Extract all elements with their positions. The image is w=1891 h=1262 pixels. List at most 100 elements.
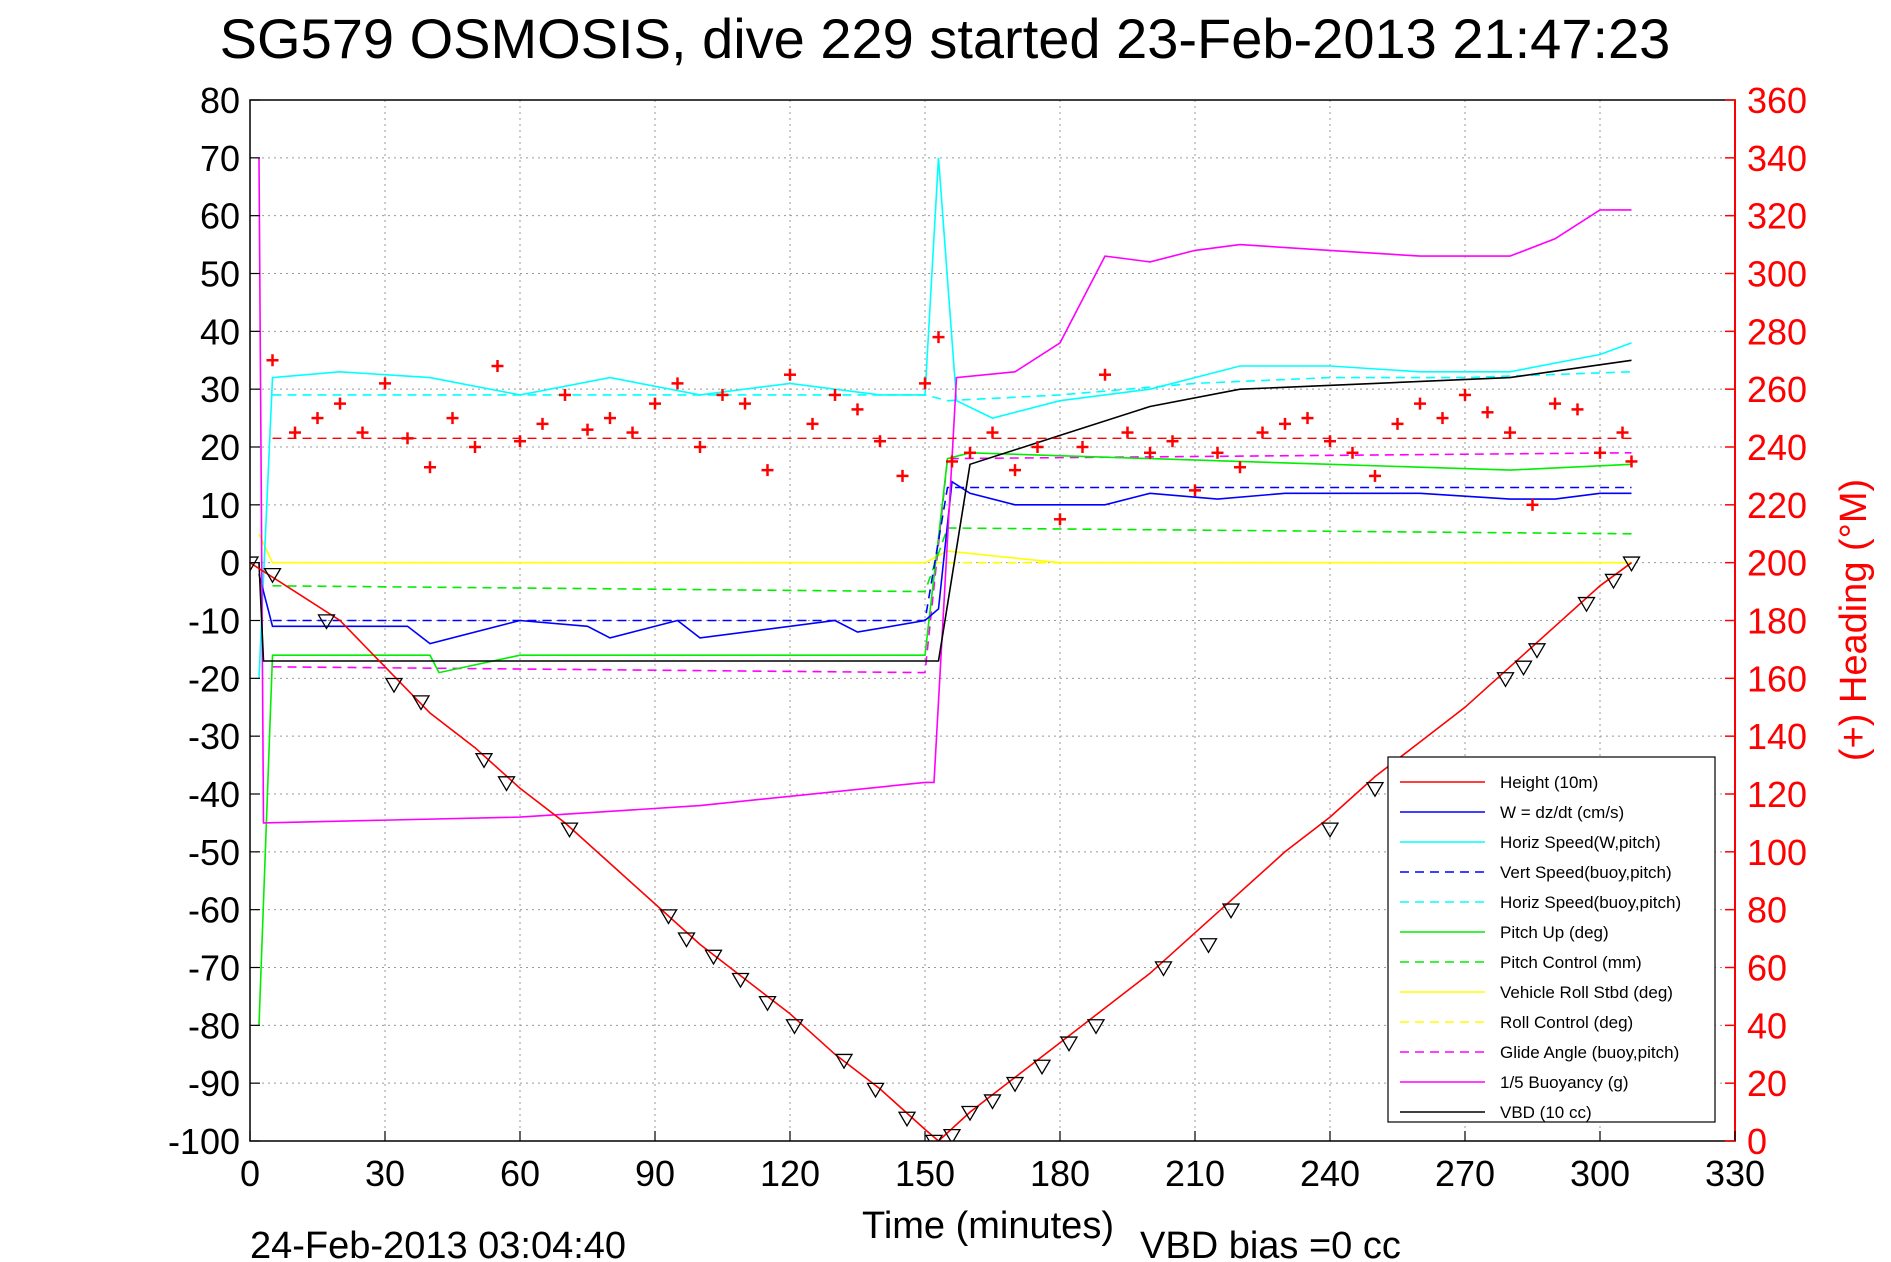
right-tick-label: 120 <box>1747 774 1807 815</box>
heading-marker <box>946 455 958 468</box>
x-tick-label: 300 <box>1570 1153 1630 1194</box>
heading-marker <box>514 435 526 448</box>
depth-marker <box>983 1094 1002 1110</box>
legend-label: Height (10m) <box>1500 773 1598 792</box>
heading-marker <box>1301 412 1314 425</box>
heading-marker <box>1369 469 1381 482</box>
heading-marker <box>1009 464 1021 477</box>
right-tick-label: 300 <box>1747 254 1807 295</box>
legend-box <box>1387 756 1716 1123</box>
right-tick-label: 40 <box>1747 1005 1787 1046</box>
heading-marker <box>1054 513 1066 526</box>
heading-marker <box>1436 412 1449 425</box>
depth-marker <box>384 677 404 694</box>
legend-label: Pitch Control (mm) <box>1500 953 1642 972</box>
depth-marker <box>1496 672 1515 688</box>
y-tick-label: -70 <box>188 948 240 989</box>
heading-marker <box>1346 446 1359 459</box>
series-line-w <box>258 480 1632 645</box>
heading-marker <box>829 388 841 401</box>
depth-marker <box>758 995 777 1012</box>
legend-label: W = dz/dt (cm/s) <box>1500 803 1624 822</box>
heading-marker <box>671 377 684 390</box>
depth-marker <box>866 1082 885 1099</box>
x-tick-label: 0 <box>240 1153 260 1194</box>
heading-marker <box>1391 417 1404 430</box>
right-tick-label: 180 <box>1747 601 1807 642</box>
series-line-vbd <box>258 359 1632 662</box>
depth-marker <box>1199 938 1218 954</box>
depth-marker <box>1005 1076 1025 1093</box>
heading-marker <box>649 397 661 410</box>
heading-marker <box>694 441 706 453</box>
heading-marker <box>874 435 886 448</box>
right-tick-label: 240 <box>1747 427 1807 468</box>
y-tick-label: 50 <box>200 254 240 295</box>
legend-label: Vehicle Roll Stbd (deg) <box>1500 983 1673 1002</box>
y-tick-label: 70 <box>200 138 240 179</box>
depth-marker <box>497 776 516 792</box>
x-tick-label: 60 <box>500 1153 540 1194</box>
heading-marker <box>1099 368 1111 381</box>
series-line-vert-speed-buoy <box>272 486 1632 622</box>
footer-timestamp: 24-Feb-2013 03:04:40 <box>250 1225 626 1262</box>
right-tick-label: 320 <box>1747 196 1807 237</box>
depth-marker <box>677 932 696 948</box>
x-tick-label: 210 <box>1165 1153 1225 1194</box>
heading-marker <box>1481 406 1494 419</box>
plot-area <box>250 157 1641 1141</box>
depth-marker <box>1032 1059 1052 1076</box>
heading-marker <box>1076 441 1089 453</box>
right-tick-label: 140 <box>1747 716 1807 757</box>
heading-marker <box>446 412 459 425</box>
depth-marker <box>942 1128 962 1141</box>
heading-marker <box>1166 435 1179 448</box>
x-tick-label: 90 <box>635 1153 675 1194</box>
depth-marker <box>731 972 750 989</box>
heading-marker <box>896 469 909 482</box>
y-tick-label: 20 <box>200 427 240 468</box>
right-tick-label: 20 <box>1747 1063 1787 1104</box>
heading-marker <box>1234 461 1246 474</box>
depth-marker <box>263 567 282 584</box>
legend-label: Roll Control (deg) <box>1500 1013 1633 1032</box>
depth-marker <box>1622 556 1641 572</box>
y-tick-label: 0 <box>220 543 240 584</box>
series-line-pitch-control <box>272 527 1632 593</box>
heading-marker <box>919 377 931 390</box>
y-tick-label: -50 <box>188 832 240 873</box>
right-tick-label: 160 <box>1747 658 1807 699</box>
y-tick-label: -100 <box>168 1121 240 1162</box>
heading-marker <box>1504 426 1516 439</box>
depth-marker <box>560 822 579 838</box>
heading-marker <box>1459 388 1471 401</box>
legend-label: Horiz Speed(W,pitch) <box>1500 833 1661 852</box>
heading-marker <box>1279 417 1291 430</box>
heading-marker <box>806 417 819 430</box>
y-tick-label: 40 <box>200 311 240 352</box>
legend-label: 1/5 Buoyancy (g) <box>1500 1073 1629 1092</box>
depth-marker <box>1221 903 1241 919</box>
right-tick-label: 340 <box>1747 138 1807 179</box>
depth-marker <box>1514 660 1533 677</box>
x-tick-label: 120 <box>760 1153 820 1194</box>
heading-marker <box>469 441 481 453</box>
heading-marker <box>401 432 414 445</box>
heading-marker <box>784 368 796 381</box>
right-axis-ticks: 3603403203002802602402202001801601401201… <box>1725 80 1807 1162</box>
x-axis-ticks: 0 30 60 90 120 150 180 210 240 270 300 330 <box>240 1131 1765 1194</box>
heading-marker <box>311 412 324 425</box>
right-tick-label: 220 <box>1747 485 1807 526</box>
right-tick-label: 200 <box>1747 543 1807 584</box>
right-tick-label: 60 <box>1747 948 1787 989</box>
depth-marker <box>1365 781 1385 798</box>
y-tick-label: -60 <box>188 890 240 931</box>
depth-marker <box>1059 1036 1079 1052</box>
heading-marker <box>334 397 346 410</box>
x-axis-label: Time (minutes) <box>862 1205 1114 1247</box>
heading-marker <box>626 426 639 439</box>
heading-marker <box>1549 397 1561 410</box>
heading-marker <box>716 388 729 401</box>
depth-marker <box>785 1019 804 1035</box>
